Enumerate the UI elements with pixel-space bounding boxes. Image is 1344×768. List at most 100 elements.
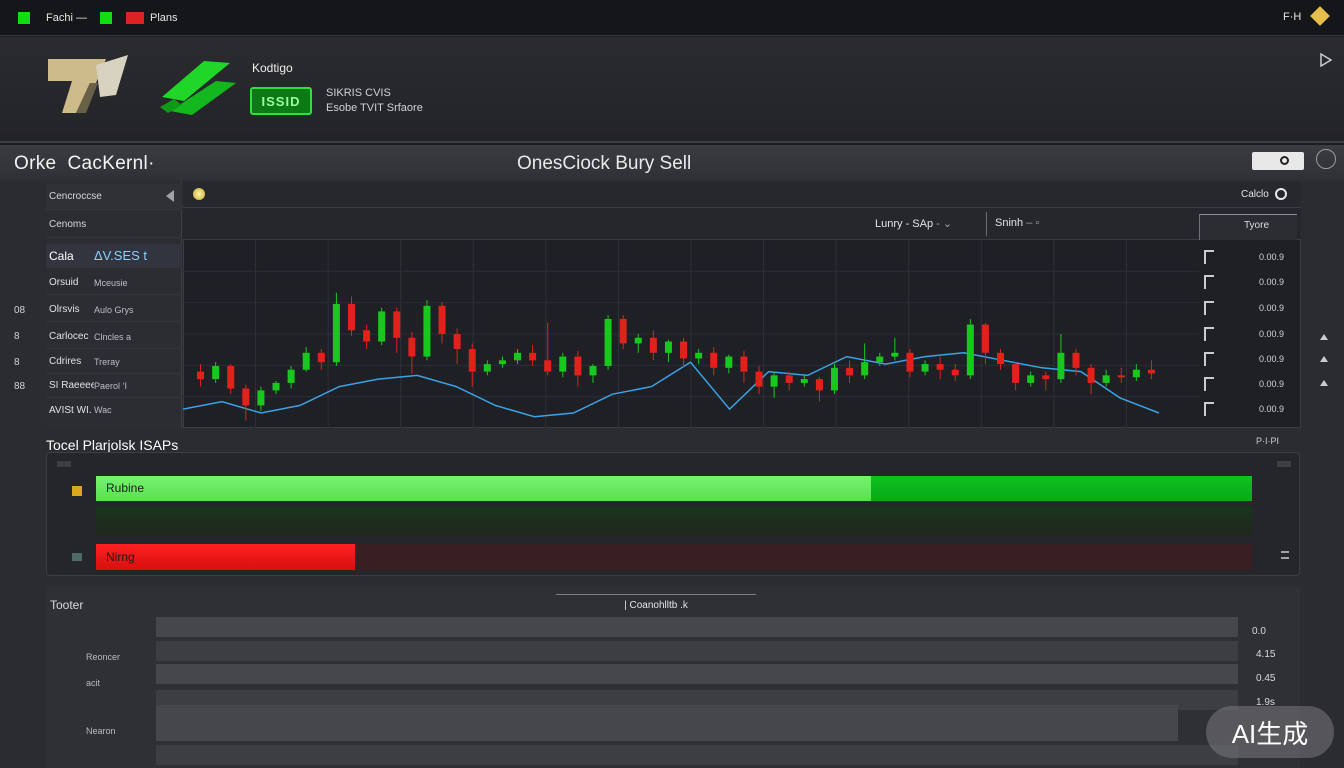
candle[interactable] (242, 384, 250, 421)
collapse-arrow-icon[interactable] (166, 190, 174, 202)
candle[interactable] (393, 307, 401, 353)
candle[interactable] (876, 352, 884, 366)
candle[interactable] (438, 302, 446, 344)
candle[interactable] (664, 339, 672, 363)
candle[interactable] (680, 337, 688, 368)
candlestick-chart[interactable] (183, 240, 1199, 428)
candle[interactable] (770, 371, 778, 398)
candle[interactable] (906, 349, 914, 378)
buy-bar[interactable]: Rubine (96, 476, 1252, 502)
diamond-icon[interactable] (1310, 6, 1330, 26)
sidebar-item[interactable]: SI Raeeee Paerol ‘I (46, 374, 182, 398)
candle[interactable] (800, 375, 808, 387)
candle[interactable] (347, 296, 355, 336)
status-badge[interactable]: ISSID (250, 87, 312, 115)
candle[interactable] (317, 349, 325, 370)
sidebar-item[interactable]: Cala ΔV.SES t (46, 244, 182, 268)
candle-body (468, 349, 476, 372)
candle[interactable] (287, 365, 295, 389)
scale-header-tab[interactable]: Tyore (1199, 214, 1297, 240)
candle[interactable] (815, 377, 823, 402)
candle[interactable] (514, 349, 522, 365)
sidebar-item[interactable]: Olrsvis Aulo Grys (46, 298, 182, 322)
candle[interactable] (574, 350, 582, 387)
candle[interactable] (1102, 369, 1110, 387)
table-row[interactable] (156, 664, 1238, 684)
candle[interactable] (1012, 362, 1020, 391)
candle[interactable] (785, 371, 793, 391)
chart-settings-label[interactable]: Calclo (1241, 189, 1269, 200)
candle[interactable] (740, 350, 748, 383)
candle[interactable] (846, 360, 854, 383)
clock-icon[interactable] (1316, 149, 1336, 169)
side-arrow-icon[interactable] (1320, 356, 1328, 362)
sidebar-item[interactable]: Orsuid Mceusie (46, 271, 182, 295)
candle[interactable] (755, 365, 763, 395)
candle[interactable] (378, 307, 386, 346)
candle[interactable] (453, 328, 461, 365)
candle[interactable] (498, 356, 506, 368)
candle[interactable] (212, 362, 220, 383)
lower-tab[interactable]: | Coanohlltb .k (556, 594, 756, 616)
sidebar-item[interactable]: Cdrires Treray (46, 350, 182, 374)
candle[interactable] (423, 300, 431, 361)
candle[interactable] (861, 343, 869, 380)
symbol-dropdown[interactable]: Lunry - SAp - ⌄ (875, 217, 952, 230)
candle[interactable] (695, 349, 703, 365)
candle[interactable] (302, 347, 310, 372)
candle[interactable] (1057, 334, 1065, 383)
green-square-icon[interactable] (18, 12, 30, 24)
candle[interactable] (981, 322, 989, 365)
candle[interactable] (951, 364, 959, 381)
red-flag-icon[interactable] (126, 12, 144, 24)
candle[interactable] (1072, 349, 1080, 376)
candle[interactable] (725, 354, 733, 374)
candle[interactable] (830, 364, 838, 395)
candle[interactable] (363, 324, 371, 350)
settings-icon[interactable] (1275, 188, 1287, 200)
green-square-icon[interactable] (100, 12, 112, 24)
candle[interactable] (891, 337, 899, 361)
sidebar-item[interactable]: Carlocec Clncles a (46, 325, 182, 349)
candle[interactable] (468, 343, 476, 387)
sidebar-item[interactable]: AVISt WI. Wac (46, 398, 182, 422)
table-row[interactable] (156, 641, 1238, 661)
candle[interactable] (589, 364, 597, 383)
candle[interactable] (710, 347, 718, 376)
candle[interactable] (1087, 364, 1095, 395)
candle[interactable] (227, 364, 235, 395)
candle[interactable] (634, 334, 642, 353)
side-arrow-icon[interactable] (1320, 380, 1328, 386)
indicator-dot-icon[interactable] (193, 188, 205, 200)
table-row[interactable] (156, 705, 1178, 741)
candle[interactable] (1132, 364, 1140, 381)
side-arrow-icon[interactable] (1320, 334, 1328, 340)
candle[interactable] (1117, 367, 1125, 383)
candle[interactable] (272, 381, 280, 395)
menu-icon[interactable] (1281, 551, 1289, 559)
candle[interactable] (619, 315, 627, 350)
timeframe-dropdown[interactable]: Sninh ‒ ▫ (995, 217, 1039, 229)
record-toggle-button[interactable] (1252, 152, 1304, 170)
candle[interactable] (257, 386, 265, 412)
candle[interactable] (966, 318, 974, 380)
sell-bar[interactable]: Nirng (96, 544, 1252, 570)
candle[interactable] (1042, 371, 1050, 391)
candle[interactable] (649, 330, 657, 361)
candle[interactable] (921, 360, 929, 376)
candle[interactable] (544, 322, 552, 376)
candle[interactable] (1147, 360, 1155, 380)
candle[interactable] (332, 292, 340, 366)
table-row[interactable] (156, 745, 1238, 765)
candle[interactable] (197, 364, 205, 387)
candle[interactable] (529, 345, 537, 366)
candle[interactable] (997, 349, 1005, 370)
candle[interactable] (1027, 371, 1035, 387)
candle[interactable] (483, 360, 491, 376)
play-arrow-icon[interactable] (1320, 53, 1332, 67)
candle[interactable] (936, 356, 944, 380)
candle[interactable] (559, 352, 567, 378)
table-row[interactable] (156, 617, 1238, 637)
candle[interactable] (408, 332, 416, 374)
candle[interactable] (604, 315, 612, 370)
